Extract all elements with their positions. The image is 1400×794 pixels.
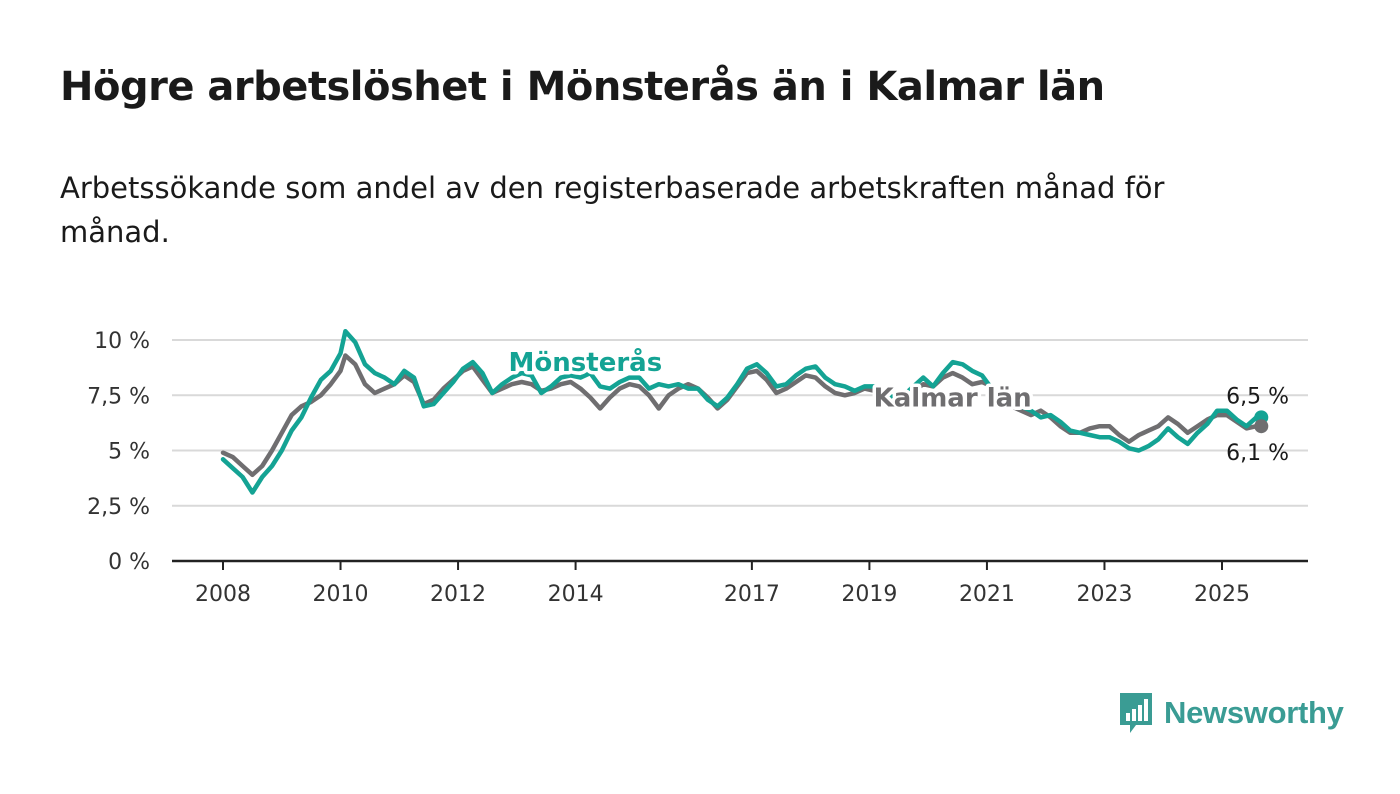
newsworthy-logo: Newsworthy (1118, 690, 1344, 736)
x-tick-label: 2014 (548, 582, 604, 607)
x-tick-label: 2025 (1194, 582, 1250, 607)
y-tick-label: 2,5 % (87, 495, 150, 520)
end-markers: 6,5 % 6,1 % (1226, 384, 1289, 466)
y-tick-label: 5 % (108, 440, 150, 465)
y-tick-label: 10 % (94, 329, 150, 354)
series-label-halo: Kalmar län (874, 383, 1032, 413)
x-tick-label: 2017 (724, 582, 780, 607)
end-dot (1254, 419, 1269, 434)
x-tick-label: 2019 (841, 582, 897, 607)
y-tick-label: 0 % (108, 550, 150, 575)
series-label-halo: Mönsterås (509, 346, 663, 378)
series-line-m-nster-s (220, 328, 1259, 495)
x-tick-label: 2010 (313, 582, 369, 607)
y-tick-label: 7,5 % (87, 384, 150, 409)
chart-subtitle: Arbetssökande som andel av den registerb… (60, 171, 1165, 249)
x-tick-label: 2023 (1076, 582, 1132, 607)
newsworthy-bar-chart-icon (1120, 693, 1152, 733)
series-label: Mönsterås (509, 346, 663, 378)
chart-title: Högre arbetslöshet i Mönsterås än i Kalm… (60, 64, 1105, 110)
x-tick-label: 2008 (195, 582, 251, 607)
gridlines (172, 339, 1308, 563)
series-label: Kalmar län (874, 383, 1032, 413)
end-value-label: 6,5 % (1226, 384, 1289, 409)
x-tick-label: 2021 (959, 582, 1015, 607)
end-value-label: 6,1 % (1226, 441, 1289, 466)
x-tick-label: 2012 (430, 582, 486, 607)
brand-name: Newsworthy (1164, 695, 1344, 730)
y-axis-ticks: 0 % 2,5 % 5 % 7,5 % 10 % (87, 329, 150, 575)
series-lines (220, 328, 1259, 495)
x-axis-ticks: 2008 2010 2012 2014 2017 2019 2021 2023 2025 (195, 561, 1250, 607)
